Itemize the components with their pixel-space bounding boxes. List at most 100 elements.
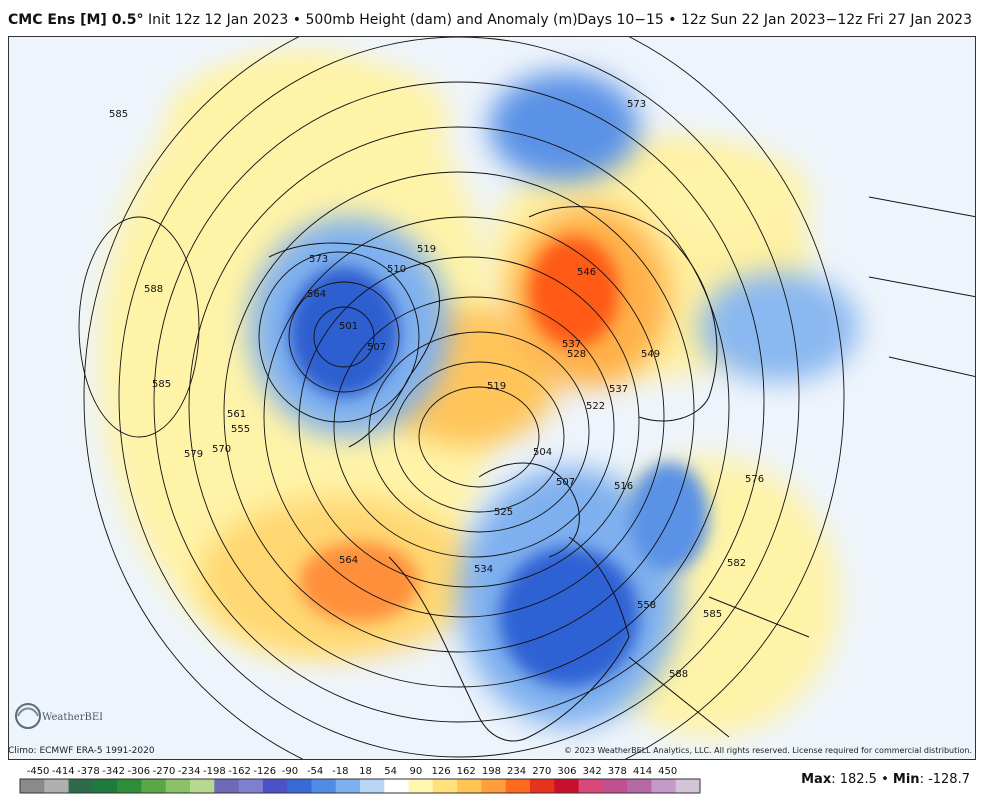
cold-core-asia — [289, 267, 399, 397]
contour-label: 573 — [309, 254, 328, 265]
cold-anomaly-asia-east — [699, 272, 859, 382]
colorbar-tick-label: -198 — [203, 766, 226, 777]
colorbar-swatch — [627, 779, 652, 793]
colorbar-tick-label: -306 — [127, 766, 150, 777]
warm-core-gulf — [299, 542, 419, 622]
contour-label: 585 — [703, 609, 722, 620]
contour-label: 585 — [152, 379, 171, 390]
colorbar-tick-label: 270 — [532, 766, 551, 777]
max-label: Max — [801, 772, 832, 787]
contour-label: 564 — [307, 289, 326, 300]
climo-note: Climo: ECMWF ERA-5 1991-2020 — [8, 746, 155, 756]
cold-anomaly-greenland — [629, 462, 709, 572]
colorbar-tick-label: -378 — [77, 766, 100, 777]
coastlines — [268, 196, 975, 742]
stats-separator: • — [881, 772, 889, 787]
colorbar-swatch — [311, 779, 337, 793]
init-time: Init 12z 12 Jan 2023 — [147, 12, 289, 28]
colorbar-tick-label: -90 — [282, 766, 298, 777]
contour-label: 516 — [614, 481, 633, 492]
product-name: 500mb Height (dam) and Anomaly (m) — [305, 12, 578, 28]
contour-label: 507 — [367, 342, 386, 353]
colorbar-tick-label: 234 — [507, 766, 526, 777]
colorbar-swatch — [262, 779, 288, 793]
contour-label: 534 — [474, 564, 493, 575]
chart-title: CMC Ens [M] 0.5° Init 12z 12 Jan 2023 • … — [8, 12, 578, 28]
valid-period: Days 10−15 • 12z Sun 22 Jan 2023−12z Fri… — [577, 12, 972, 28]
colorbar-swatch — [92, 779, 118, 793]
colorbar-swatch — [68, 779, 94, 793]
contour-label: 555 — [231, 424, 250, 435]
contour-label: 561 — [227, 409, 246, 420]
colorbar-ticks: -450 -414 -378 -342 -306 -270 -234 -198 -162 -126… — [27, 766, 678, 777]
contour-label: 579 — [184, 449, 203, 460]
contour-label: 570 — [212, 444, 231, 455]
contour-label: 501 — [339, 321, 358, 332]
contour-label: 585 — [109, 109, 128, 120]
colorbar-swatch — [651, 779, 677, 793]
contour-label: 582 — [727, 558, 746, 569]
colorbar-tick-label: -450 — [27, 766, 50, 777]
model-name: CMC Ens [M] 0.5° — [8, 12, 144, 28]
anomaly-colorbar: -450 -414 -378 -342 -306 -270 -234 -198 -162 -126… — [19, 766, 701, 794]
contour-labels: 585 588 585 579 570 561 555 564 573 564 501 507 510 5… — [109, 99, 764, 680]
colorbar-swatch — [141, 779, 167, 793]
colorbar-swatch — [44, 779, 70, 793]
title-separator: • — [292, 12, 302, 28]
positive-anomaly-north — [169, 57, 449, 177]
colorbar-swatch — [505, 779, 531, 793]
colorbar-swatch — [530, 779, 555, 793]
contour-label: 519 — [487, 381, 506, 392]
contour-label: 588 — [669, 669, 688, 680]
colorbar-tick-label: 126 — [431, 766, 450, 777]
contour-label: 504 — [533, 447, 552, 458]
max-value: 182.5 — [839, 772, 877, 787]
cold-anomaly-atlantic-north — [489, 72, 639, 182]
contour-label: 522 — [586, 401, 605, 412]
colorbar-swatch — [481, 779, 507, 793]
map-panel: 585 588 585 579 570 561 555 564 573 564 501 507 510 5… — [8, 36, 976, 760]
colorbar-tick-label: 450 — [658, 766, 677, 777]
contour-label: 588 — [144, 284, 163, 295]
colorbar-swatch — [408, 779, 434, 793]
contour-label: 549 — [641, 349, 660, 360]
colorbar-swatch — [360, 779, 385, 793]
contour-label: 564 — [339, 555, 358, 566]
max-min-stats: Max: 182.5 • Min: -128.7 — [801, 772, 970, 787]
colorbar-tick-label: -414 — [52, 766, 75, 777]
colorbar-tick-label: -342 — [102, 766, 125, 777]
colorbar-tick-label: 162 — [457, 766, 476, 777]
colorbar-swatch — [117, 779, 142, 793]
weatherbell-logo: WeatherBELL — [15, 703, 102, 729]
colorbar-tick-label: -234 — [178, 766, 201, 777]
colorbar-swatches — [19, 778, 701, 794]
colorbar-swatch — [287, 779, 312, 793]
colorbar-tick-label: 90 — [409, 766, 422, 777]
copyright-note: © 2023 WeatherBELL Analytics, LLC. All r… — [564, 746, 972, 755]
colorbar-swatch — [190, 779, 215, 793]
cold-core-canada — [499, 547, 639, 687]
min-label: Min — [892, 772, 920, 787]
contour-label: 558 — [637, 600, 656, 611]
colorbar-swatch — [675, 779, 701, 793]
title-bar: CMC Ens [M] 0.5° Init 12z 12 Jan 2023 • … — [0, 0, 984, 36]
colorbar-tick-label: -270 — [153, 766, 176, 777]
colorbar-tick-label: -162 — [228, 766, 251, 777]
contour-label: 507 — [556, 477, 575, 488]
polar-map: 585 588 585 579 570 561 555 564 573 564 501 507 510 5… — [78, 37, 975, 759]
colorbar-swatch — [384, 779, 410, 793]
colorbar-tick-label: 414 — [633, 766, 652, 777]
contour-label: 573 — [627, 99, 646, 110]
colorbar-swatch — [238, 779, 264, 793]
colorbar-tick-label: 198 — [482, 766, 501, 777]
colorbar-tick-label: 54 — [384, 766, 397, 777]
colorbar-tick-label: -54 — [307, 766, 323, 777]
colorbar-swatch — [20, 779, 45, 793]
colorbar-tick-label: 378 — [608, 766, 627, 777]
min-value: -128.7 — [928, 772, 970, 787]
colorbar-tick-label: 342 — [583, 766, 602, 777]
colorbar-tick-label: -126 — [253, 766, 276, 777]
contour-label: 576 — [745, 474, 764, 485]
colorbar-swatch — [335, 779, 361, 793]
contour-label: 510 — [387, 264, 406, 275]
